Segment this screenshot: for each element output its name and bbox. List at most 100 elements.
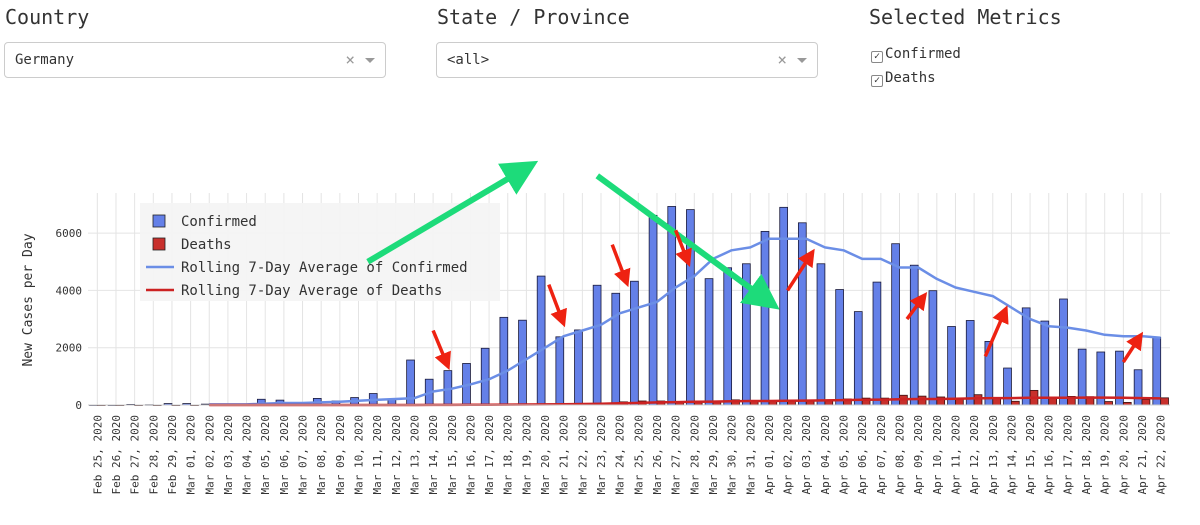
annotation-red-arrow [610,243,631,288]
checkbox-confirmed[interactable]: ✓ [871,51,883,63]
x-tick-label: Apr 05, 2020 [838,415,851,494]
x-tick-label: Apr 22, 2020 [1155,415,1168,494]
x-tick-label: Apr 09, 2020 [912,415,925,494]
x-tick-label: Mar 06, 2020 [278,415,291,494]
x-tick-label: Apr 19, 2020 [1099,415,1112,494]
bar-confirmed [1021,307,1031,406]
x-tick-label: Mar 04, 2020 [241,415,254,494]
annotation-green-arrow [595,173,780,310]
bar-confirmed [965,320,975,406]
x-tick-label: Apr 02, 2020 [782,415,795,494]
x-tick-label: Mar 21, 2020 [558,415,571,494]
x-tick-label: Apr 10, 2020 [931,415,944,494]
x-tick-label: Apr 16, 2020 [1043,415,1056,494]
bar-confirmed [574,329,583,406]
annotation-red-arrow [547,284,567,328]
annotation-red-arrow [674,229,692,268]
x-tick-label: Mar 20, 2020 [539,415,552,494]
bar-deaths [973,394,983,406]
x-tick-label: Mar 23, 2020 [595,415,608,494]
x-tick-label: Mar 07, 2020 [297,415,310,494]
x-tick-label: Apr 21, 2020 [1136,415,1149,494]
y-tick-label: 4000 [56,284,83,297]
bar-deaths [1160,397,1169,406]
bar-deaths [917,395,927,406]
state-label: State / Province [437,5,630,29]
x-tick-label: Feb 29, 2020 [166,415,179,494]
clear-icon[interactable]: × [345,50,355,69]
x-tick-label: Mar 24, 2020 [614,415,627,494]
x-tick-label: Apr 08, 2020 [894,415,907,494]
bar-confirmed [1133,369,1143,406]
x-tick-label: Apr 04, 2020 [819,415,832,494]
annotation-red-arrow [905,291,928,321]
country-select[interactable]: Germany × [4,42,386,78]
clear-icon[interactable]: × [777,50,787,69]
chevron-down-icon[interactable] [797,58,807,63]
x-tick-label: Apr 11, 2020 [950,415,963,494]
x-tick-label: Mar 11, 2020 [371,415,384,494]
x-tick-label: Feb 27, 2020 [129,415,142,494]
bar-confirmed [630,280,639,406]
bar-confirmed [1152,336,1162,406]
x-tick-label: Mar 27, 2020 [670,415,683,494]
bar-deaths [1141,399,1151,406]
bar-confirmed [760,230,770,406]
bar-deaths [1104,401,1113,406]
x-tick-label: Mar 09, 2020 [334,415,347,494]
metric-label-confirmed: Confirmed [885,46,961,62]
bar-confirmed [835,289,844,406]
x-tick-label: Apr 15, 2020 [1024,415,1037,494]
bar-confirmed [499,316,509,406]
x-tick-label: Mar 15, 2020 [446,415,459,494]
bar-confirmed [779,206,788,406]
x-tick-label: Mar 14, 2020 [427,415,440,494]
bar-confirmed [947,326,956,406]
x-tick-label: Mar 28, 2020 [688,415,701,494]
bar-confirmed [611,292,621,406]
checkbox-deaths[interactable]: ✓ [871,75,883,87]
metric-checkbox-deaths[interactable]: ✓ Deaths [871,70,936,87]
x-tick-label: Mar 29, 2020 [707,415,720,494]
bar-confirmed [648,214,658,406]
bar-confirmed [872,281,882,406]
legend-label: Rolling 7-Day Average of Confirmed [181,260,468,276]
legend-label: Rolling 7-Day Average of Deaths [181,283,442,299]
x-tick-label: Mar 13, 2020 [409,415,422,494]
metric-label-deaths: Deaths [885,70,936,86]
x-tick-label: Feb 25, 2020 [91,415,104,494]
y-tick-label: 0 [75,399,82,412]
country-label: Country [5,5,90,29]
bar-confirmed [1059,298,1068,406]
x-tick-label: Feb 26, 2020 [110,415,123,494]
x-tick-label: Mar 26, 2020 [651,415,664,494]
x-tick-label: Apr 12, 2020 [968,415,981,494]
x-tick-label: Mar 25, 2020 [632,415,645,494]
annotation-red-arrow [431,329,451,371]
x-tick-label: Mar 30, 2020 [726,415,739,494]
x-tick-label: Mar 31, 2020 [744,415,757,494]
bar-confirmed [480,347,490,406]
x-tick-label: Mar 05, 2020 [259,415,272,494]
annotation-red-arrow [983,305,1009,357]
x-tick-label: Apr 14, 2020 [1005,415,1018,494]
x-tick-label: Mar 10, 2020 [353,415,366,494]
metric-checkbox-confirmed[interactable]: ✓ Confirmed [871,46,961,63]
x-tick-label: Mar 16, 2020 [464,415,477,494]
x-tick-label: Apr 01, 2020 [763,415,776,494]
bar-confirmed [797,222,807,406]
state-select[interactable]: <all> × [436,42,818,78]
annotation-red-arrow [1121,331,1144,363]
bar-confirmed [536,275,546,406]
legend-swatch [152,214,166,228]
x-tick-label: Apr 20, 2020 [1117,415,1130,494]
chevron-down-icon[interactable] [365,58,375,63]
y-axis-label: New Cases per Day [21,233,36,366]
annotation-green-arrow [366,160,539,265]
line-rolling-avg-confirmed [209,237,1161,406]
x-tick-label: Apr 18, 2020 [1080,415,1093,494]
x-tick-label: Apr 13, 2020 [987,415,1000,494]
bar-confirmed [1040,320,1050,406]
x-tick-label: Mar 12, 2020 [390,415,403,494]
